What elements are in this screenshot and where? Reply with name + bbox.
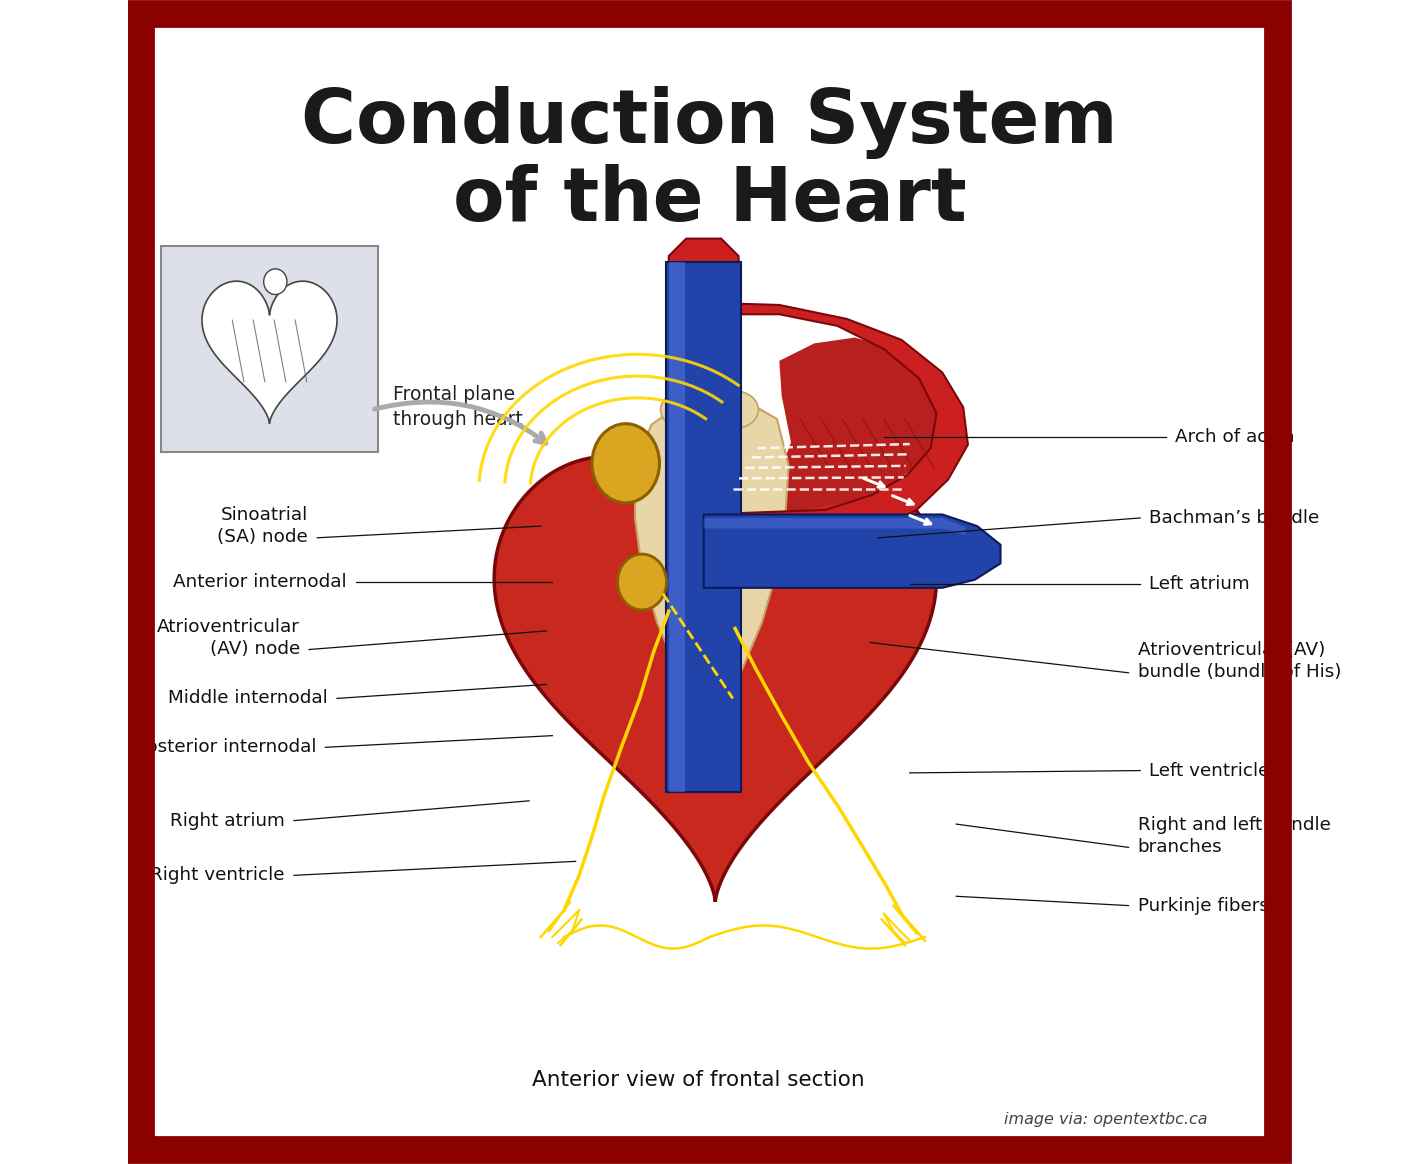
Text: Middle internodal: Middle internodal <box>167 689 328 708</box>
Polygon shape <box>704 279 968 549</box>
Polygon shape <box>160 247 379 452</box>
Polygon shape <box>494 456 937 902</box>
Text: Conduction System: Conduction System <box>301 86 1118 158</box>
Polygon shape <box>201 282 338 424</box>
Text: Atrioventricular
(AV) node: Atrioventricular (AV) node <box>158 618 299 658</box>
Polygon shape <box>667 262 741 792</box>
Text: Bachman’s bundle: Bachman’s bundle <box>1149 509 1320 527</box>
Text: Purkinje fibers: Purkinje fibers <box>1138 896 1269 915</box>
Text: Frontal plane
through heart: Frontal plane through heart <box>393 385 522 430</box>
Text: Right atrium: Right atrium <box>170 811 285 830</box>
Text: Right ventricle: Right ventricle <box>150 866 285 885</box>
Text: Posterior internodal: Posterior internodal <box>136 738 316 757</box>
Polygon shape <box>636 396 789 722</box>
Text: Arch of aorta: Arch of aorta <box>1175 427 1294 446</box>
Polygon shape <box>704 514 1000 588</box>
Ellipse shape <box>617 554 667 610</box>
Text: Right and left bundle
branches: Right and left bundle branches <box>1138 816 1331 856</box>
Polygon shape <box>773 338 948 514</box>
Text: image via: opentextbc.ca: image via: opentextbc.ca <box>1005 1113 1208 1127</box>
Text: of the Heart: of the Heart <box>453 164 966 236</box>
Text: Sinoatrial
(SA) node: Sinoatrial (SA) node <box>217 506 308 546</box>
Polygon shape <box>704 518 965 535</box>
Ellipse shape <box>661 391 707 428</box>
Ellipse shape <box>712 391 758 428</box>
Polygon shape <box>668 262 685 792</box>
Polygon shape <box>668 239 739 314</box>
Text: Anterior internodal: Anterior internodal <box>173 573 346 591</box>
Text: Anterior view of frontal section: Anterior view of frontal section <box>532 1070 864 1091</box>
Text: Left atrium: Left atrium <box>1149 575 1250 594</box>
Text: Atrioventricular (AV)
bundle (bundle of His): Atrioventricular (AV) bundle (bundle of … <box>1138 641 1341 681</box>
Ellipse shape <box>264 269 287 294</box>
Ellipse shape <box>592 424 660 503</box>
Text: Left ventricle: Left ventricle <box>1149 761 1270 780</box>
